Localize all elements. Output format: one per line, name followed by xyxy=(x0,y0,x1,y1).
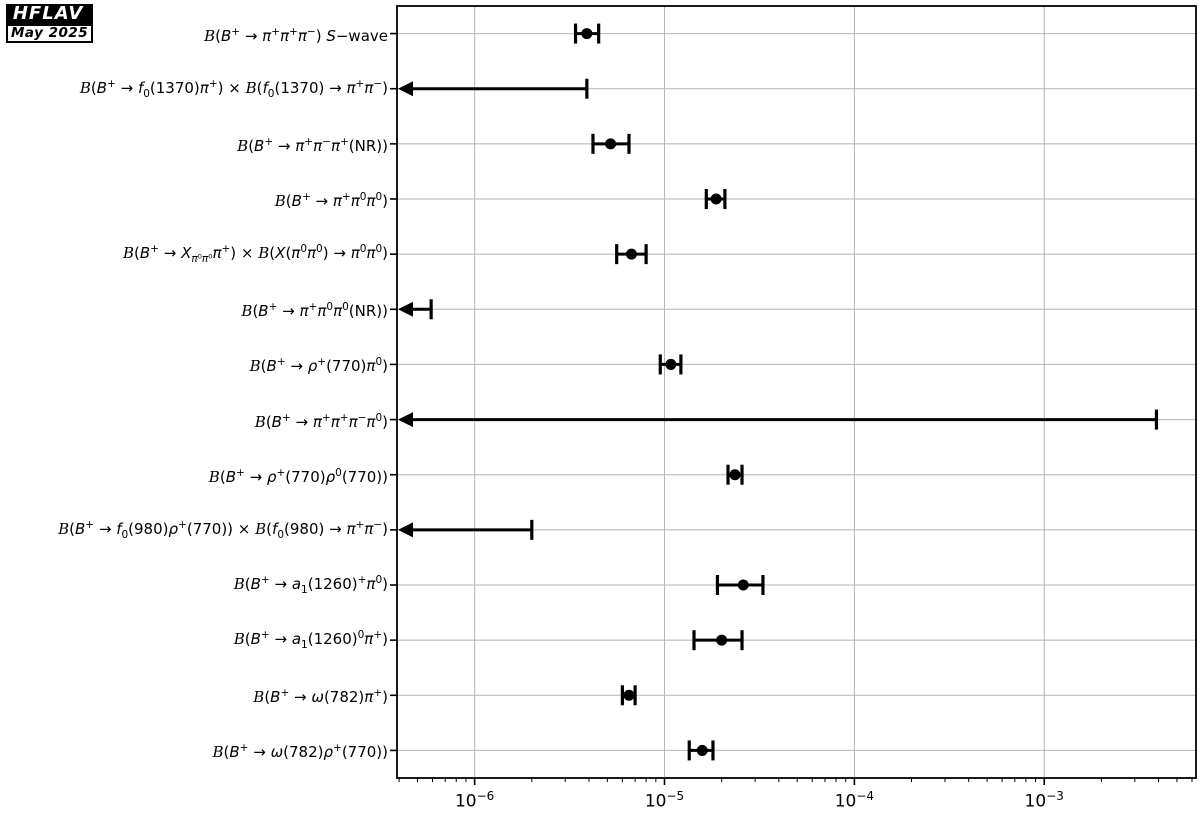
row-label: B(B+ → ω(782)π+) xyxy=(253,687,388,707)
row-label: B(B+ → π+π+π−π0) xyxy=(254,411,388,431)
row-label: B(B+ → ω(782)ρ+(770)) xyxy=(212,742,388,762)
plot-frame xyxy=(396,5,1197,779)
data-point xyxy=(625,248,637,260)
data-point xyxy=(696,744,708,756)
row-label: B(B+ → f0(1370)π+) × B(f0(1370) → π+π−) xyxy=(79,77,388,100)
data-point xyxy=(605,138,617,150)
hflav-logo: HFLAV May 2025 xyxy=(6,4,94,43)
data-point xyxy=(737,579,749,591)
row-label: B(B+ → a1(1260)+π0) xyxy=(233,574,388,596)
data-point xyxy=(581,28,593,40)
x-tick-label: 10−3 xyxy=(1024,789,1064,812)
x-tick-label: 10−4 xyxy=(834,789,875,812)
data-point xyxy=(716,634,728,646)
upper-limit-arrowhead-icon xyxy=(398,412,413,428)
data-point xyxy=(729,469,741,481)
upper-limit-arrowhead-icon xyxy=(398,301,413,317)
x-tick-label: 10−5 xyxy=(644,789,685,812)
row-label: B(B+ → f0(980)ρ+(770)) × B(f0(980) → π+π… xyxy=(58,518,388,541)
data-point xyxy=(623,689,635,701)
data-point xyxy=(665,358,677,370)
row-label: B(B+ → π+π−π+(NR)) xyxy=(237,135,388,155)
row-label: B(B+ → a1(1260)0π+) xyxy=(233,629,388,652)
row-label: B(B+ → π+π0π0(NR)) xyxy=(241,301,388,321)
row-label: B(B+ → π+π+π−) S−wave xyxy=(204,25,388,45)
row-label: B(B+ → Xπ⁰π⁰π+) × B(X(π0π0) → π0π0) xyxy=(122,243,388,266)
row-label: B(B+ → π+π0π0) xyxy=(274,191,388,210)
upper-limit-arrowhead-icon xyxy=(398,81,413,97)
upper-limit-arrowhead-icon xyxy=(398,522,413,538)
data-point xyxy=(710,193,722,205)
row-label: B(B+ → ρ+(770)ρ0(770)) xyxy=(208,466,388,486)
x-tick-label: 10−6 xyxy=(454,789,495,812)
hflav-logo-date: May 2025 xyxy=(6,24,94,43)
hflav-logo-title: HFLAV xyxy=(6,4,94,24)
row-label: B(B+ → ρ+(770)π0) xyxy=(249,356,388,376)
